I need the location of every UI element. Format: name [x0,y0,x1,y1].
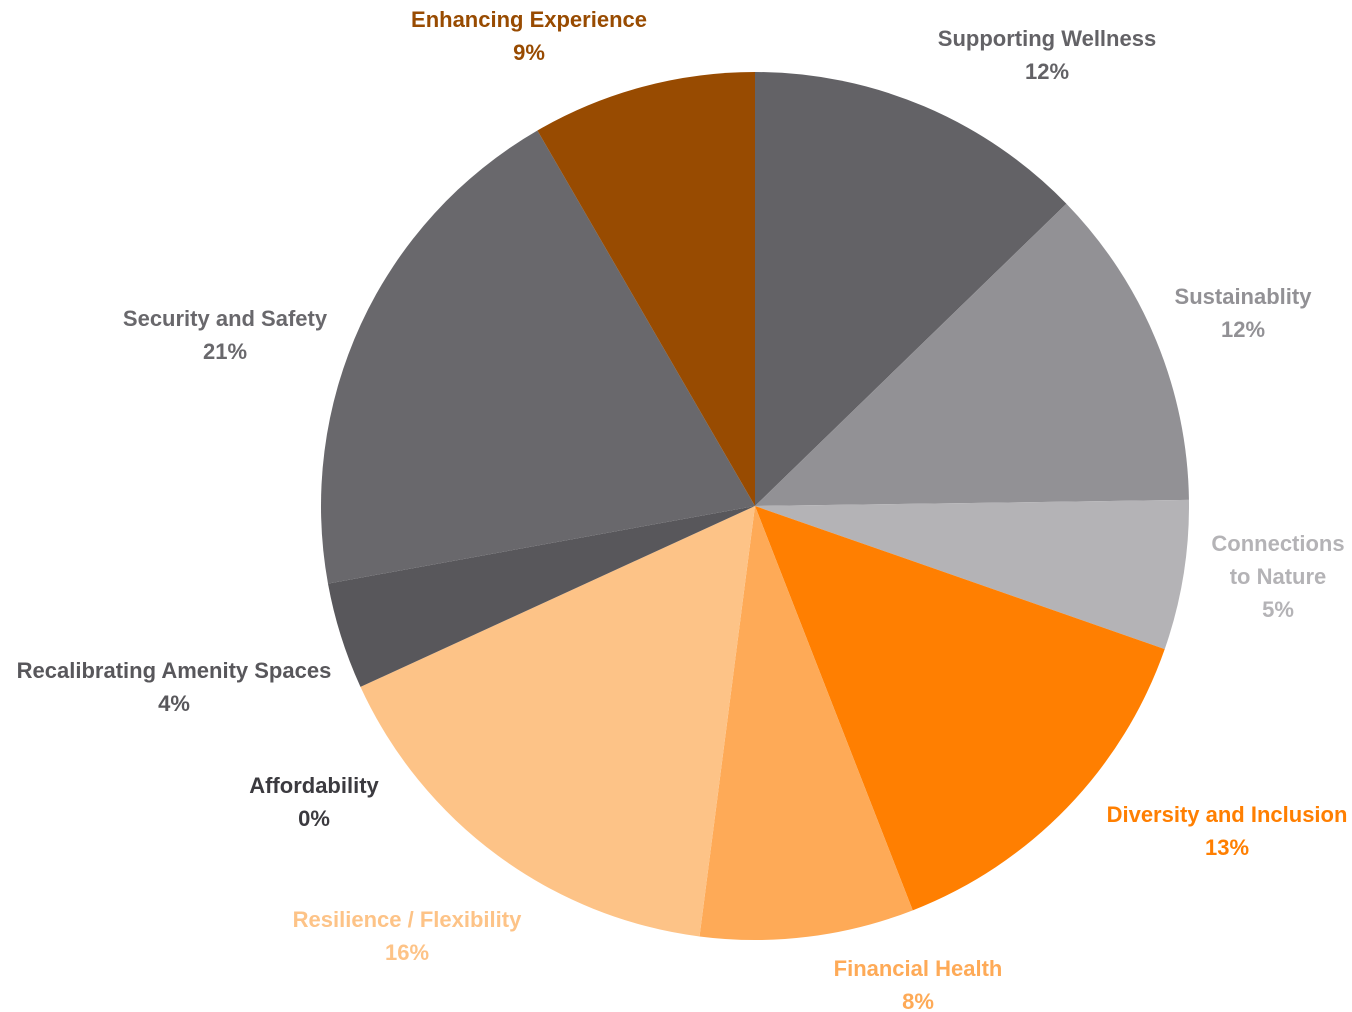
data-label-sustainability: Sustainablity 12% [1175,284,1313,342]
pie-slice-recalibrating-amenity-spaces [327,506,755,687]
data-label-enhancing-experience: Enhancing Experience 9% [411,7,647,65]
label-name: Connections [1211,531,1344,556]
data-label-diversity-and-inclusion: Diversity and Inclusion 13% [1107,802,1348,860]
data-label-supporting-wellness: Supporting Wellness 12% [938,26,1156,84]
label-name: Affordability [249,773,379,798]
label-percent: 12% [1221,317,1265,342]
label-name: to Nature [1230,564,1327,589]
label-percent: 0% [298,806,330,831]
pie-labels: Supporting Wellness 12% Sustainablity 12% Co… [17,7,1348,1012]
label-name: Financial Health [834,956,1003,981]
data-label-financial-health: Financial Health 8% [834,956,1003,1012]
label-name: Recalibrating Amenity Spaces [17,658,332,683]
label-percent: 5% [1262,597,1294,622]
data-label-affordability: Affordability 0% [249,773,379,831]
data-label-resilience-flexibility: Resilience / Flexibility 16% [293,907,522,965]
pie-slice-sustainability [755,203,1189,506]
data-label-connections-to-nature: Connections to Nature 5% [1211,531,1344,622]
label-name: Security and Safety [123,306,328,331]
pie-slice-resilience-flexibility [360,506,755,937]
label-name: Resilience / Flexibility [293,907,522,932]
label-name: Sustainablity [1175,284,1313,309]
pie-slices [320,72,1190,941]
data-label-security-and-safety: Security and Safety 21% [123,306,328,364]
pie-slice-connections-to-nature [755,499,1190,650]
label-name: Enhancing Experience [411,7,647,32]
label-percent: 9% [513,40,545,65]
label-percent: 13% [1205,835,1249,860]
label-percent: 21% [203,339,247,364]
label-name: Supporting Wellness [938,26,1156,51]
pie-slice-diversity-and-inclusion [755,506,1165,911]
label-percent: 12% [1025,59,1069,84]
pie-slice-supporting-wellness [755,72,1067,506]
label-percent: 16% [385,940,429,965]
label-percent: 8% [902,989,934,1012]
pie-slice-financial-health [699,506,913,941]
label-percent: 4% [158,691,190,716]
pie-slice-enhancing-experience [537,72,755,506]
data-label-recalibrating-amenity-spaces: Recalibrating Amenity Spaces 4% [17,658,332,716]
pie-slice-security-and-safety [320,130,755,584]
label-name: Diversity and Inclusion [1107,802,1348,827]
